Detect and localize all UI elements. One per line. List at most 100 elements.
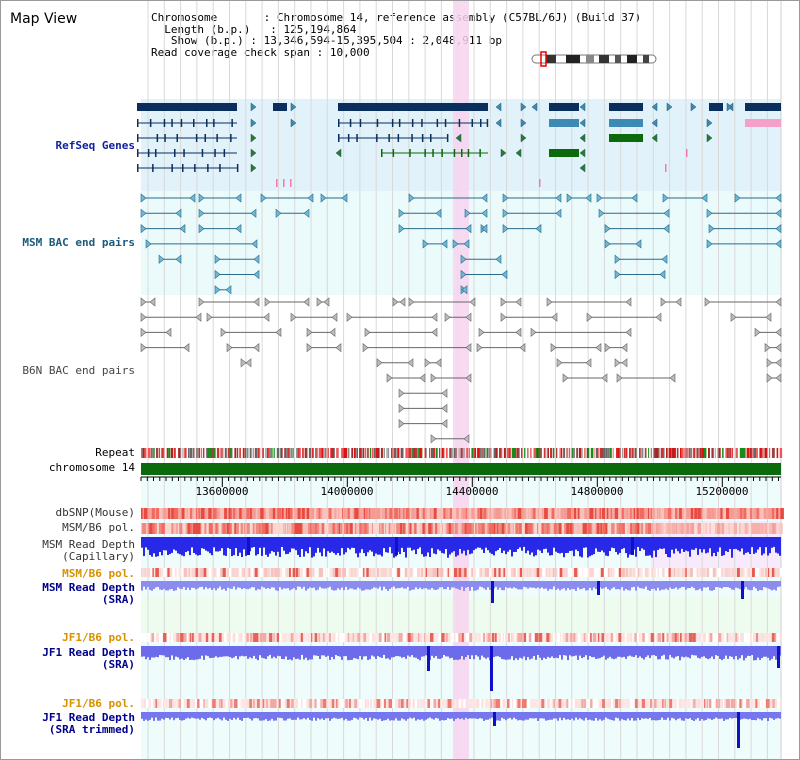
- bac-end[interactable]: [502, 193, 509, 203]
- bac-end[interactable]: [398, 223, 405, 234]
- track-label-msm-bac[interactable]: MSM BAC end pairs: [22, 236, 135, 249]
- gene-feature[interactable]: [609, 134, 643, 142]
- refseq-genes-track[interactable]: [137, 102, 781, 187]
- bac-end[interactable]: [198, 297, 205, 307]
- depth-tracks[interactable]: [141, 537, 781, 748]
- bac-end[interactable]: [566, 193, 573, 203]
- bac-end[interactable]: [596, 193, 603, 203]
- bac-end[interactable]: [660, 297, 667, 307]
- msm-bac-track[interactable]: [140, 193, 782, 295]
- bac-end[interactable]: [306, 342, 313, 353]
- bac-end[interactable]: [708, 223, 715, 234]
- gene-feature[interactable]: [745, 103, 781, 111]
- bac-end[interactable]: [706, 239, 713, 249]
- gene-feature[interactable]: [609, 103, 643, 111]
- bac-end[interactable]: [422, 239, 429, 249]
- track-label-refseq[interactable]: RefSeq Genes: [55, 139, 135, 152]
- bac-end[interactable]: [586, 312, 593, 322]
- bac-end[interactable]: [226, 342, 233, 353]
- bac-end[interactable]: [206, 312, 213, 322]
- bac-end[interactable]: [616, 373, 623, 383]
- bac-end[interactable]: [198, 193, 205, 203]
- bac-end[interactable]: [398, 418, 405, 429]
- b6n-bac-track[interactable]: [140, 297, 782, 444]
- bac-end[interactable]: [316, 297, 323, 307]
- bac-end[interactable]: [706, 208, 713, 218]
- bac-end[interactable]: [730, 312, 737, 322]
- gene-feature[interactable]: [609, 119, 643, 127]
- bac-end[interactable]: [408, 297, 415, 307]
- bac-end[interactable]: [140, 342, 147, 353]
- bac-end[interactable]: [500, 297, 507, 307]
- bac-end[interactable]: [550, 342, 557, 353]
- selection-highlight[interactable]: [453, 1, 469, 759]
- bac-end[interactable]: [598, 208, 605, 218]
- bac-end[interactable]: [364, 327, 371, 338]
- bac-end[interactable]: [376, 358, 383, 368]
- bac-end[interactable]: [604, 342, 611, 353]
- gene-feature[interactable]: [549, 119, 579, 127]
- bac-end[interactable]: [764, 342, 771, 353]
- bac-end[interactable]: [460, 254, 467, 264]
- bac-end[interactable]: [408, 193, 415, 203]
- bac-end[interactable]: [398, 388, 405, 398]
- bac-end[interactable]: [392, 297, 399, 307]
- bac-end[interactable]: [398, 208, 405, 218]
- bac-end[interactable]: [430, 373, 437, 383]
- bac-end[interactable]: [604, 223, 611, 234]
- bac-end[interactable]: [562, 373, 569, 383]
- gene-feature[interactable]: [137, 103, 237, 111]
- bac-end[interactable]: [198, 223, 205, 234]
- bac-end[interactable]: [140, 312, 147, 322]
- bac-end[interactable]: [140, 193, 147, 203]
- bac-end[interactable]: [214, 285, 221, 295]
- bac-end[interactable]: [140, 327, 147, 338]
- bac-end[interactable]: [290, 312, 297, 322]
- bac-end[interactable]: [662, 193, 669, 203]
- bac-end[interactable]: [275, 208, 282, 218]
- bac-end[interactable]: [158, 254, 165, 264]
- track-label-b6n-bac[interactable]: B6N BAC end pairs: [22, 364, 135, 377]
- bac-end[interactable]: [386, 373, 393, 383]
- bac-end[interactable]: [398, 403, 405, 414]
- bac-end[interactable]: [460, 269, 467, 280]
- bac-end[interactable]: [430, 434, 437, 444]
- bac-end[interactable]: [444, 312, 451, 322]
- bac-end[interactable]: [476, 342, 483, 353]
- bac-end[interactable]: [452, 239, 459, 249]
- bac-end[interactable]: [198, 208, 205, 218]
- bac-end[interactable]: [320, 193, 327, 203]
- bac-end[interactable]: [140, 297, 147, 307]
- bac-end[interactable]: [614, 254, 621, 264]
- bac-end[interactable]: [478, 327, 485, 338]
- bac-end[interactable]: [500, 312, 507, 322]
- chromosome-bar[interactable]: [141, 463, 781, 475]
- bac-end[interactable]: [530, 327, 537, 338]
- bac-end[interactable]: [145, 239, 152, 249]
- bac-end[interactable]: [704, 297, 711, 307]
- bac-end[interactable]: [766, 358, 773, 368]
- bac-end[interactable]: [140, 208, 147, 218]
- repeat-track[interactable]: [141, 448, 783, 458]
- bac-end[interactable]: [464, 208, 471, 218]
- bac-end[interactable]: [306, 327, 313, 338]
- bac-end[interactable]: [502, 208, 509, 218]
- gene-feature[interactable]: [709, 103, 723, 111]
- bac-end[interactable]: [614, 358, 621, 368]
- chromosome-ideogram[interactable]: [531, 51, 657, 67]
- gene-feature[interactable]: [745, 119, 781, 127]
- bac-end[interactable]: [546, 297, 553, 307]
- heat-tracks[interactable]: [141, 508, 784, 708]
- gene-feature[interactable]: [273, 103, 287, 111]
- bac-end[interactable]: [362, 342, 369, 353]
- bac-end[interactable]: [214, 269, 221, 280]
- gene-feature[interactable]: [549, 103, 579, 111]
- bac-end[interactable]: [240, 358, 247, 368]
- bac-end[interactable]: [220, 327, 227, 338]
- bac-end[interactable]: [766, 373, 773, 383]
- bac-end[interactable]: [754, 327, 761, 338]
- gene-feature[interactable]: [549, 149, 579, 157]
- bac-end[interactable]: [424, 358, 431, 368]
- bac-end[interactable]: [260, 193, 267, 203]
